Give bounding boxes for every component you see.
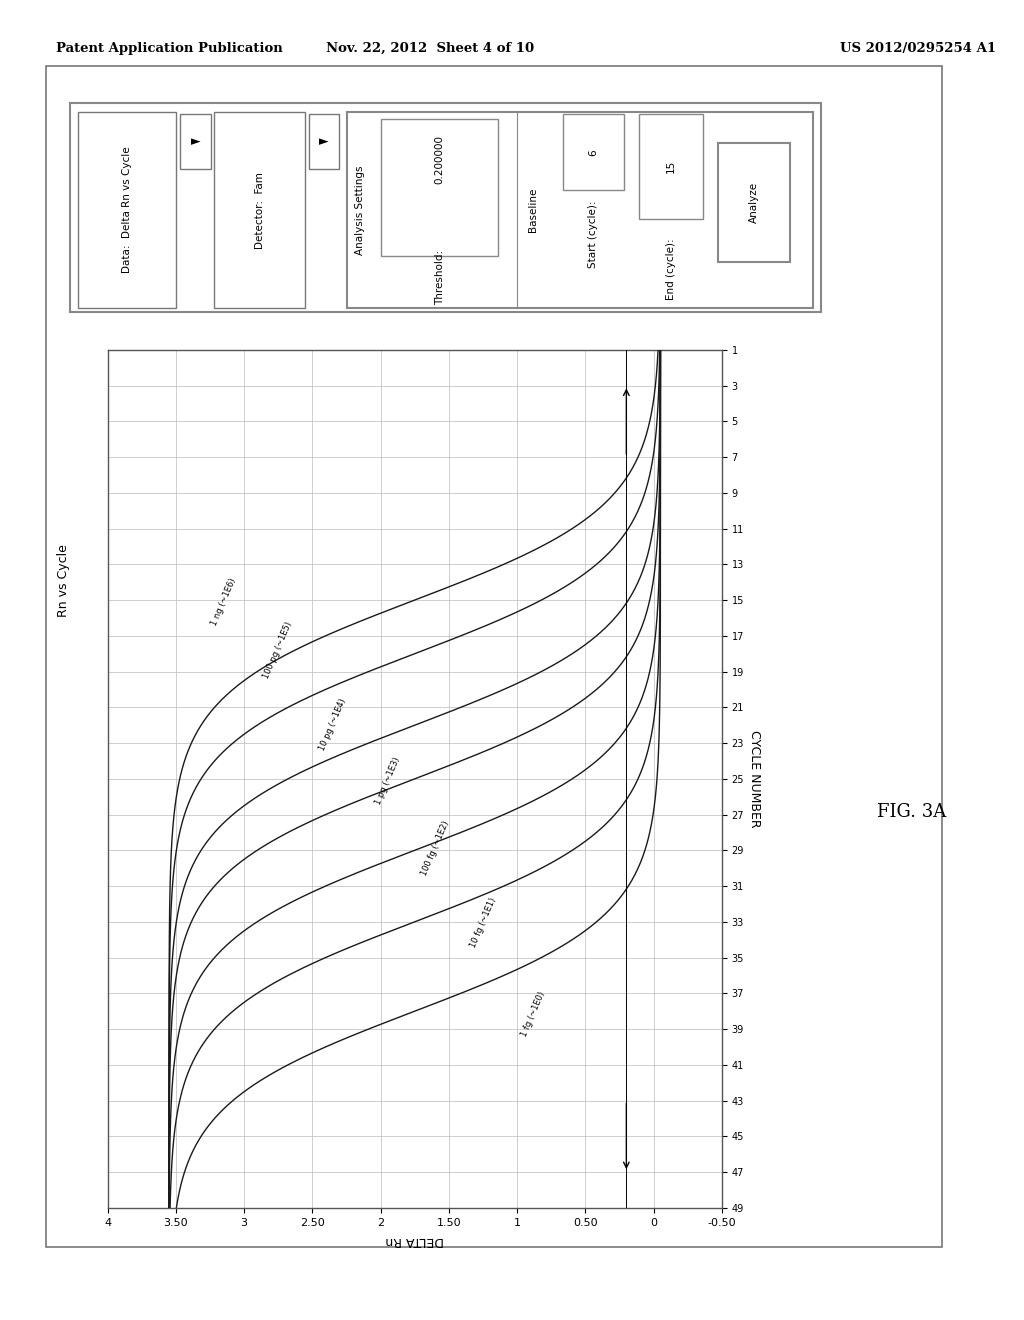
Text: Analyze: Analyze bbox=[750, 182, 759, 223]
Y-axis label: CYCLE NUMBER: CYCLE NUMBER bbox=[748, 730, 761, 828]
Text: Baseline: Baseline bbox=[527, 187, 538, 232]
Text: Start (cycle):: Start (cycle): bbox=[588, 201, 598, 268]
Text: 15: 15 bbox=[666, 160, 676, 173]
Text: 1 pg (~1E3): 1 pg (~1E3) bbox=[374, 755, 401, 805]
Bar bbox=[180, 115, 211, 169]
Text: 1 ng (~1E6): 1 ng (~1E6) bbox=[210, 577, 238, 627]
Bar bbox=[214, 112, 305, 308]
Text: Rn vs Cycle: Rn vs Cycle bbox=[57, 544, 70, 618]
Text: FIG. 3A: FIG. 3A bbox=[877, 803, 946, 821]
Bar bbox=[347, 112, 813, 308]
Text: Detector:  Fam: Detector: Fam bbox=[255, 172, 265, 248]
Text: End (cycle):: End (cycle): bbox=[666, 238, 676, 300]
Text: Threshold:: Threshold: bbox=[435, 249, 444, 305]
Bar bbox=[639, 115, 703, 219]
Text: 6: 6 bbox=[588, 149, 598, 156]
Text: 100 fg (~1E2): 100 fg (~1E2) bbox=[420, 820, 451, 876]
Text: ►: ► bbox=[319, 135, 329, 148]
Text: 10 pg (~1E4): 10 pg (~1E4) bbox=[317, 697, 348, 752]
Bar bbox=[381, 119, 499, 256]
Bar bbox=[563, 115, 624, 190]
Text: 0.200000: 0.200000 bbox=[435, 136, 444, 185]
Text: 1 fg (~1E0): 1 fg (~1E0) bbox=[520, 990, 547, 1038]
Text: 100 pg (~1E5): 100 pg (~1E5) bbox=[262, 620, 294, 681]
Text: Nov. 22, 2012  Sheet 4 of 10: Nov. 22, 2012 Sheet 4 of 10 bbox=[326, 42, 535, 55]
Bar bbox=[309, 115, 339, 169]
X-axis label: DELTA Rn: DELTA Rn bbox=[385, 1234, 444, 1247]
Text: 10 fg (~1E1): 10 fg (~1E1) bbox=[468, 896, 498, 949]
Text: US 2012/0295254 A1: US 2012/0295254 A1 bbox=[840, 42, 995, 55]
Text: Analysis Settings: Analysis Settings bbox=[354, 165, 365, 255]
Bar bbox=[78, 112, 176, 308]
Text: Patent Application Publication: Patent Application Publication bbox=[56, 42, 283, 55]
Text: ►: ► bbox=[190, 135, 200, 148]
Bar bbox=[718, 143, 791, 263]
Text: Data:  Delta Rn vs Cycle: Data: Delta Rn vs Cycle bbox=[122, 147, 132, 273]
